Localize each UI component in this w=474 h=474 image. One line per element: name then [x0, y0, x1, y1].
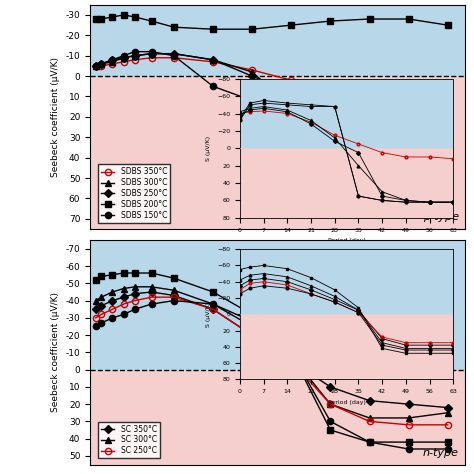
Bar [90, 5, 465, 76]
Text: n-type: n-type [423, 448, 459, 458]
Legend: SDBS 350°C, SDBS 300°C, SDBS 250°C, SDBS 200°C, SDBS 150°C: SDBS 350°C, SDBS 300°C, SDBS 250°C, SDBS… [98, 164, 170, 223]
Bar [90, 370, 465, 465]
Bar [90, 240, 465, 370]
Y-axis label: Seebeck coefficient (μV/K): Seebeck coefficient (μV/K) [51, 292, 60, 412]
Bar [90, 76, 465, 229]
Y-axis label: Seebeck coefficient (μV/K): Seebeck coefficient (μV/K) [51, 57, 60, 177]
Legend: SC 350°C, SC 300°C, SC 250°C: SC 350°C, SC 300°C, SC 250°C [98, 421, 160, 458]
Text: p-type: p-type [423, 212, 459, 222]
